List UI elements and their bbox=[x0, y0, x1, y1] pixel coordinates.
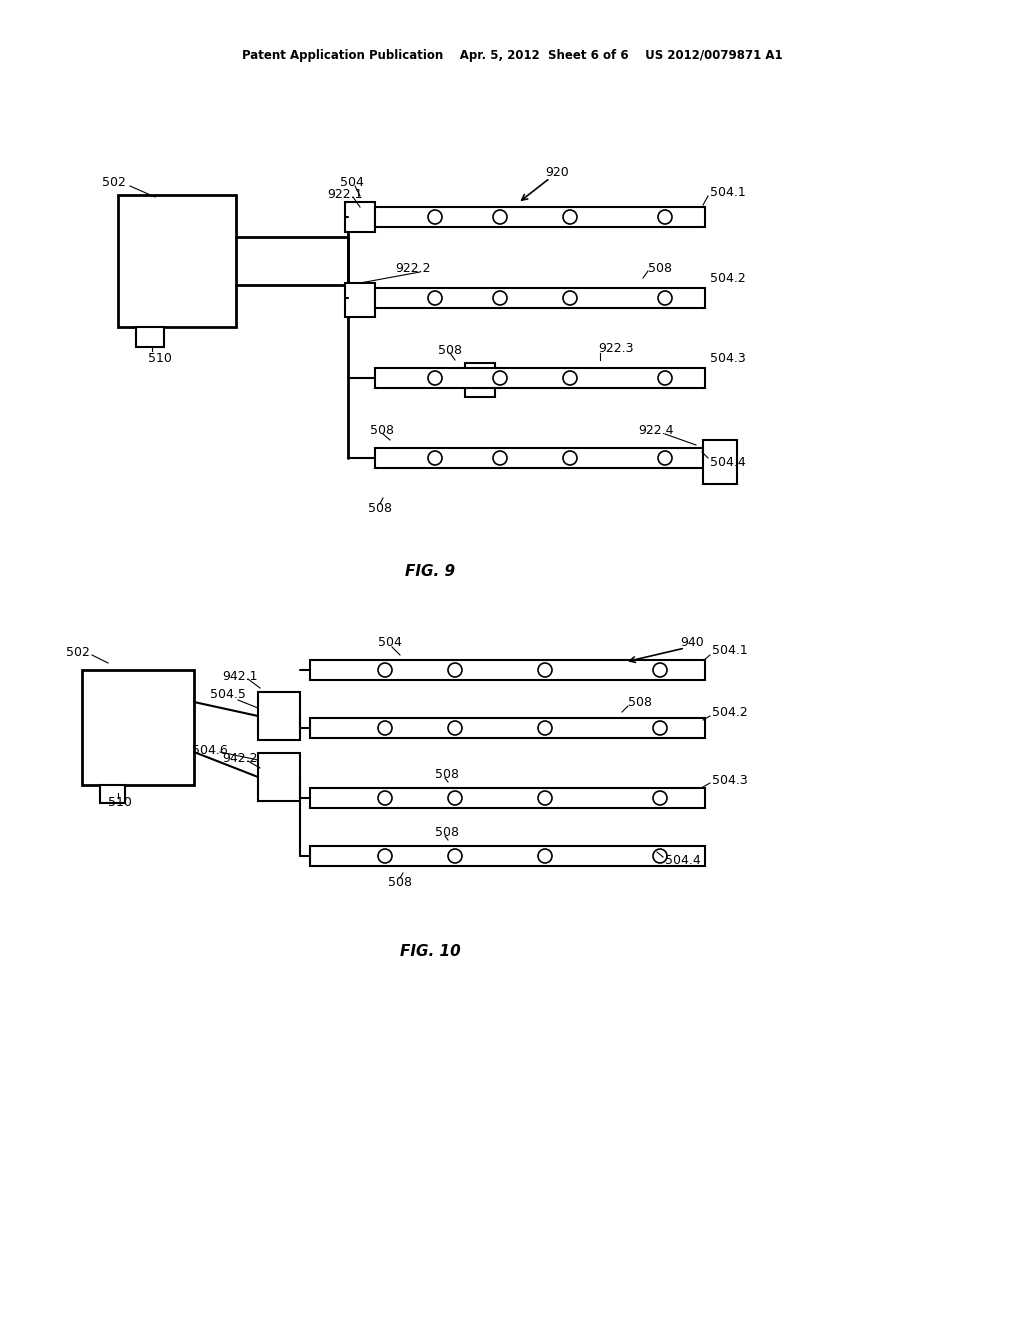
Text: 504.2: 504.2 bbox=[710, 272, 745, 285]
Text: 502: 502 bbox=[102, 176, 126, 189]
Text: 504.6: 504.6 bbox=[193, 743, 227, 756]
Text: 504.3: 504.3 bbox=[710, 351, 745, 364]
FancyBboxPatch shape bbox=[118, 195, 236, 327]
Text: 940: 940 bbox=[680, 636, 703, 649]
Text: 502: 502 bbox=[66, 645, 90, 659]
Text: 922.1: 922.1 bbox=[327, 187, 362, 201]
Text: 508: 508 bbox=[438, 343, 462, 356]
FancyBboxPatch shape bbox=[136, 327, 164, 347]
Text: 504: 504 bbox=[378, 636, 401, 649]
FancyBboxPatch shape bbox=[258, 692, 300, 741]
Text: 508: 508 bbox=[648, 261, 672, 275]
Text: 504.1: 504.1 bbox=[710, 186, 745, 199]
Text: 504.4: 504.4 bbox=[710, 455, 745, 469]
Text: 504.5: 504.5 bbox=[210, 689, 246, 701]
FancyBboxPatch shape bbox=[465, 363, 495, 397]
FancyBboxPatch shape bbox=[82, 671, 194, 785]
FancyBboxPatch shape bbox=[100, 785, 125, 803]
FancyBboxPatch shape bbox=[345, 202, 375, 232]
Text: 508: 508 bbox=[435, 768, 459, 781]
Text: Patent Application Publication    Apr. 5, 2012  Sheet 6 of 6    US 2012/0079871 : Patent Application Publication Apr. 5, 2… bbox=[242, 49, 782, 62]
Text: 510: 510 bbox=[148, 351, 172, 364]
Text: 920: 920 bbox=[545, 165, 568, 178]
FancyBboxPatch shape bbox=[345, 282, 375, 317]
Text: 922.2: 922.2 bbox=[395, 261, 430, 275]
Text: 922.3: 922.3 bbox=[598, 342, 634, 355]
FancyBboxPatch shape bbox=[310, 788, 705, 808]
Text: 504: 504 bbox=[340, 177, 364, 190]
FancyBboxPatch shape bbox=[375, 368, 705, 388]
Text: 510: 510 bbox=[108, 796, 132, 808]
FancyBboxPatch shape bbox=[375, 207, 705, 227]
FancyBboxPatch shape bbox=[703, 440, 737, 484]
FancyBboxPatch shape bbox=[258, 752, 300, 801]
Text: 504.2: 504.2 bbox=[712, 705, 748, 718]
Text: 508: 508 bbox=[368, 502, 392, 515]
Text: 504.1: 504.1 bbox=[712, 644, 748, 657]
Text: FIG. 9: FIG. 9 bbox=[404, 565, 455, 579]
Text: 942.2: 942.2 bbox=[222, 751, 257, 764]
Text: 504.3: 504.3 bbox=[712, 774, 748, 787]
Text: FIG. 10: FIG. 10 bbox=[399, 945, 461, 960]
FancyBboxPatch shape bbox=[375, 288, 705, 308]
Text: 508: 508 bbox=[370, 424, 394, 437]
Text: 504.4: 504.4 bbox=[665, 854, 700, 866]
FancyBboxPatch shape bbox=[310, 718, 705, 738]
Text: 942.1: 942.1 bbox=[222, 669, 257, 682]
Text: 508: 508 bbox=[435, 826, 459, 840]
FancyBboxPatch shape bbox=[310, 660, 705, 680]
FancyBboxPatch shape bbox=[375, 447, 705, 469]
Text: 508: 508 bbox=[388, 875, 412, 888]
Text: 922.4: 922.4 bbox=[638, 424, 674, 437]
Text: 508: 508 bbox=[628, 697, 652, 710]
FancyBboxPatch shape bbox=[310, 846, 705, 866]
